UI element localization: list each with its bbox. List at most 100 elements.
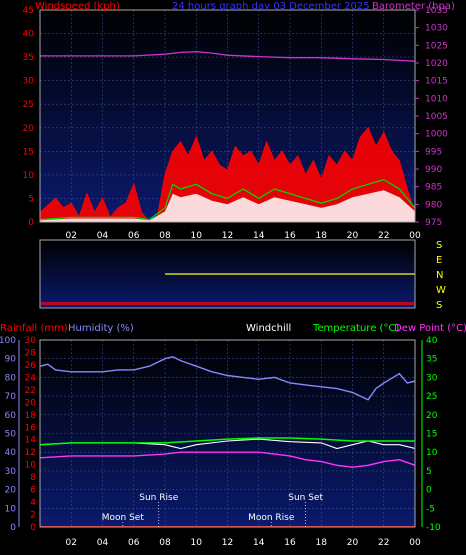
panel1-x-tick-label: 12 — [222, 231, 233, 241]
panel3-x-tick-label: 22 — [378, 538, 389, 548]
panel1-x-tick-label: 22 — [378, 231, 389, 241]
humidity-tick-label: 50 — [5, 430, 17, 440]
humidity-tick-label: 70 — [5, 392, 17, 402]
humidity-tick-label: 30 — [5, 467, 17, 477]
panel3-x-tick-label: 20 — [347, 538, 359, 548]
panel3-frame — [39, 339, 416, 528]
windspeed-tick-label: 10 — [23, 171, 35, 181]
dewpoint-axis-label: Dew Point (°C) — [394, 323, 466, 334]
humidity-tick-label: 60 — [5, 411, 17, 421]
panel1-x-tick-label: 00 — [409, 231, 421, 241]
panel1-x-tick-label: 08 — [159, 231, 171, 241]
windspeed-tick-label: 0 — [28, 218, 34, 228]
humidity-tick-label: 100 — [0, 336, 16, 346]
temperature-series — [40, 437, 415, 446]
windspeed-axis-label: Windspeed (kph) — [35, 1, 120, 12]
panel2-frame — [39, 239, 416, 309]
windspeed-tick-label: 25 — [23, 100, 34, 110]
panel3-x-tick-label: 12 — [222, 538, 233, 548]
rainfall-tick-label: 8 — [30, 473, 36, 483]
panel2-series — [41, 273, 415, 305]
temperature-tick-label: 5 — [426, 467, 432, 477]
panel3-series — [40, 356, 415, 527]
panel1-x-tick-label: 02 — [66, 231, 77, 241]
panel3-axes: -10-505101520253035400102030405060708090… — [0, 336, 441, 548]
barometer-tick-label: 1035 — [425, 6, 448, 16]
temperature-tick-label: 0 — [426, 486, 432, 496]
humidity-tick-label: 80 — [5, 373, 17, 383]
rainfall-tick-label: 30 — [25, 336, 37, 346]
barometer-series — [40, 51, 415, 62]
barometer-tick-label: 980 — [425, 200, 442, 210]
wind-gust-band — [41, 302, 414, 305]
barometer-tick-label: 975 — [425, 218, 442, 228]
barometer-tick-label: 1025 — [425, 41, 448, 51]
humidity-tick-label: 40 — [5, 448, 17, 458]
panel1-x-tick-label: 14 — [253, 231, 265, 241]
humidity-tick-label: 20 — [5, 486, 17, 496]
panel1-x-tick-label: 06 — [128, 231, 140, 241]
windspeed-tick-label: 15 — [23, 147, 34, 157]
barometer-tick-label: 1015 — [425, 77, 448, 87]
barometer-tick-label: 1000 — [425, 130, 448, 140]
panel1-x-tick-label: 18 — [316, 231, 328, 241]
barometer-tick-label: 985 — [425, 183, 442, 193]
panel3-x-tick-label: 08 — [159, 538, 171, 548]
compass-tick-label: S — [436, 240, 442, 251]
rainfall-tick-label: 2 — [30, 511, 36, 521]
rainfall-tick-label: 6 — [30, 486, 36, 496]
rainfall-tick-label: 20 — [25, 398, 37, 408]
compass-tick-label: W — [436, 285, 446, 296]
temperature-tick-label: 20 — [426, 411, 438, 421]
temperature-tick-label: 25 — [426, 392, 437, 402]
barometer-tick-label: 990 — [425, 165, 442, 175]
rainfall-tick-label: 24 — [25, 373, 37, 383]
panel1-x-tick-label: 16 — [284, 231, 296, 241]
compass-tick-label: S — [436, 300, 442, 311]
rainfall-tick-label: 14 — [25, 436, 37, 446]
dewpoint-series — [40, 451, 415, 468]
windspeed-tick-label: 20 — [23, 124, 35, 134]
rainfall-tick-label: 4 — [30, 498, 36, 508]
annotation-label: Sun Set — [288, 493, 323, 503]
gust-base-fill — [40, 190, 415, 222]
annotation-label: Sun Rise — [139, 493, 178, 503]
barometer-tick-label: 995 — [425, 147, 442, 157]
panel3-x-tick-label: 06 — [128, 538, 140, 548]
annotation-label: Moon Set — [102, 513, 145, 523]
rainfall-tick-label: 28 — [25, 348, 37, 358]
temperature-tick-label: 15 — [426, 430, 437, 440]
barometer-tick-label: 1030 — [425, 24, 448, 34]
windspeed-tick-label: 45 — [23, 6, 34, 16]
temperature-tick-label: -5 — [426, 504, 435, 514]
humidity-tick-label: 0 — [10, 523, 16, 533]
windspeed-series — [40, 126, 415, 222]
panel3-x-tick-label: 02 — [66, 538, 77, 548]
humidity-axis-label: Humidity (%) — [68, 323, 134, 334]
temperature-tick-label: 35 — [426, 355, 437, 365]
windspeed-tick-label: 5 — [28, 194, 34, 204]
rainfall-tick-label: 16 — [25, 423, 37, 433]
rainfall-tick-label: 0 — [30, 523, 36, 533]
humidity-series — [40, 356, 415, 401]
humidity-tick-label: 10 — [5, 504, 17, 514]
average-windspeed-series — [40, 178, 415, 221]
rainfall-tick-label: 12 — [25, 448, 36, 458]
panel1-x-tick-label: 04 — [97, 231, 109, 241]
panel3-x-tick-label: 04 — [97, 538, 109, 548]
temperature-tick-label: 40 — [426, 336, 438, 346]
compass-tick-label: E — [436, 255, 442, 266]
temperature-axis-label: Temperature (°C) — [312, 323, 399, 334]
panel3-x-tick-label: 00 — [409, 538, 421, 548]
rainfall-axis-label: Rainfall (mm) — [0, 323, 68, 334]
panel1-series — [40, 51, 415, 222]
temperature-tick-label: 10 — [426, 448, 438, 458]
panel1-axes: 0510152025303540459759809859909951000100… — [23, 6, 449, 241]
temperature-tick-label: -10 — [426, 523, 441, 533]
panel3-x-tick-label: 10 — [191, 538, 203, 548]
temperature-tick-label: 30 — [426, 373, 438, 383]
rainfall-tick-label: 10 — [25, 461, 37, 471]
windchill-label: Windchill — [246, 323, 291, 334]
